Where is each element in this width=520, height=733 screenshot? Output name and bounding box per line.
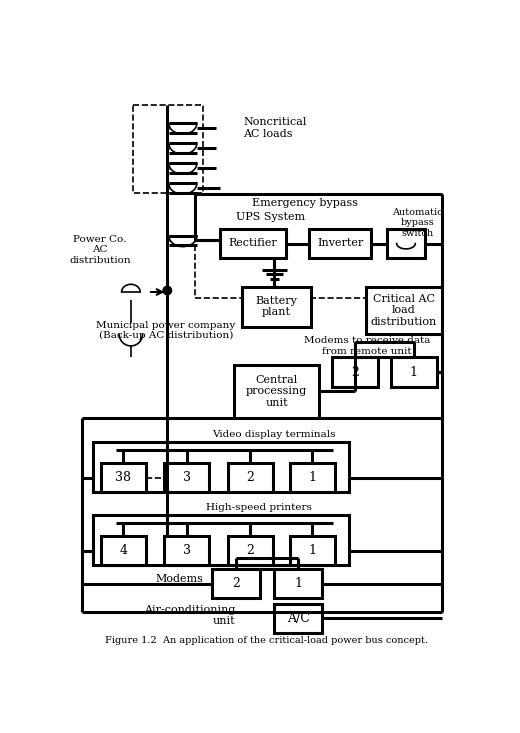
Text: 2: 2 <box>351 366 359 378</box>
Bar <box>133 105 203 194</box>
Text: Modems: Modems <box>155 574 203 584</box>
Bar <box>387 229 425 258</box>
Bar <box>212 570 261 598</box>
Text: Power Co.
AC
distribution: Power Co. AC distribution <box>69 235 131 265</box>
Text: A/C: A/C <box>287 612 310 625</box>
Bar <box>290 536 335 565</box>
Text: Video display terminals: Video display terminals <box>213 430 336 439</box>
Bar <box>309 229 371 258</box>
Text: 1: 1 <box>308 471 316 484</box>
Bar <box>242 287 311 327</box>
Text: High-speed printers: High-speed printers <box>206 503 311 512</box>
Bar <box>101 536 146 565</box>
Bar <box>220 229 286 258</box>
Bar <box>228 536 272 565</box>
Bar <box>93 515 348 565</box>
Text: 1: 1 <box>410 366 418 378</box>
Text: Modems to receive data
from remote unit: Modems to receive data from remote unit <box>304 336 431 356</box>
Text: Air-conditioning
unit: Air-conditioning unit <box>144 605 236 626</box>
Text: Critical AC
load
distribution: Critical AC load distribution <box>371 294 437 327</box>
Bar <box>164 463 209 493</box>
Text: Automatic
bypass
switch: Automatic bypass switch <box>392 208 443 237</box>
Text: Figure 1.2  An application of the critical-load power bus concept.: Figure 1.2 An application of the critica… <box>105 636 428 645</box>
Text: 4: 4 <box>119 544 127 557</box>
Text: 2: 2 <box>246 471 254 484</box>
Bar <box>101 463 146 493</box>
Text: Emergency bypass: Emergency bypass <box>252 199 358 208</box>
Text: Rectifier: Rectifier <box>229 238 277 248</box>
Bar <box>290 463 335 493</box>
Bar <box>332 358 378 387</box>
Bar <box>93 442 348 493</box>
Text: Inverter: Inverter <box>317 238 363 248</box>
Text: 3: 3 <box>183 471 191 484</box>
Text: 1: 1 <box>308 544 316 557</box>
Text: 1: 1 <box>294 578 302 590</box>
Bar <box>195 194 441 298</box>
Text: Municipal power company
(Back-up AC distribution): Municipal power company (Back-up AC dist… <box>96 321 236 340</box>
Bar <box>274 604 322 633</box>
Text: Central
processing
unit: Central processing unit <box>246 375 307 408</box>
Bar <box>228 463 272 493</box>
Text: 3: 3 <box>183 544 191 557</box>
Circle shape <box>163 286 172 295</box>
Bar <box>391 358 437 387</box>
Bar <box>234 365 319 418</box>
Bar <box>366 287 441 334</box>
Text: 2: 2 <box>232 578 240 590</box>
Text: 38: 38 <box>115 471 131 484</box>
Bar <box>274 570 322 598</box>
Text: UPS System: UPS System <box>236 213 305 222</box>
Bar <box>164 536 209 565</box>
Text: Battery
plant: Battery plant <box>256 296 297 317</box>
Text: Noncritical
AC loads: Noncritical AC loads <box>243 117 307 139</box>
Text: 2: 2 <box>246 544 254 557</box>
